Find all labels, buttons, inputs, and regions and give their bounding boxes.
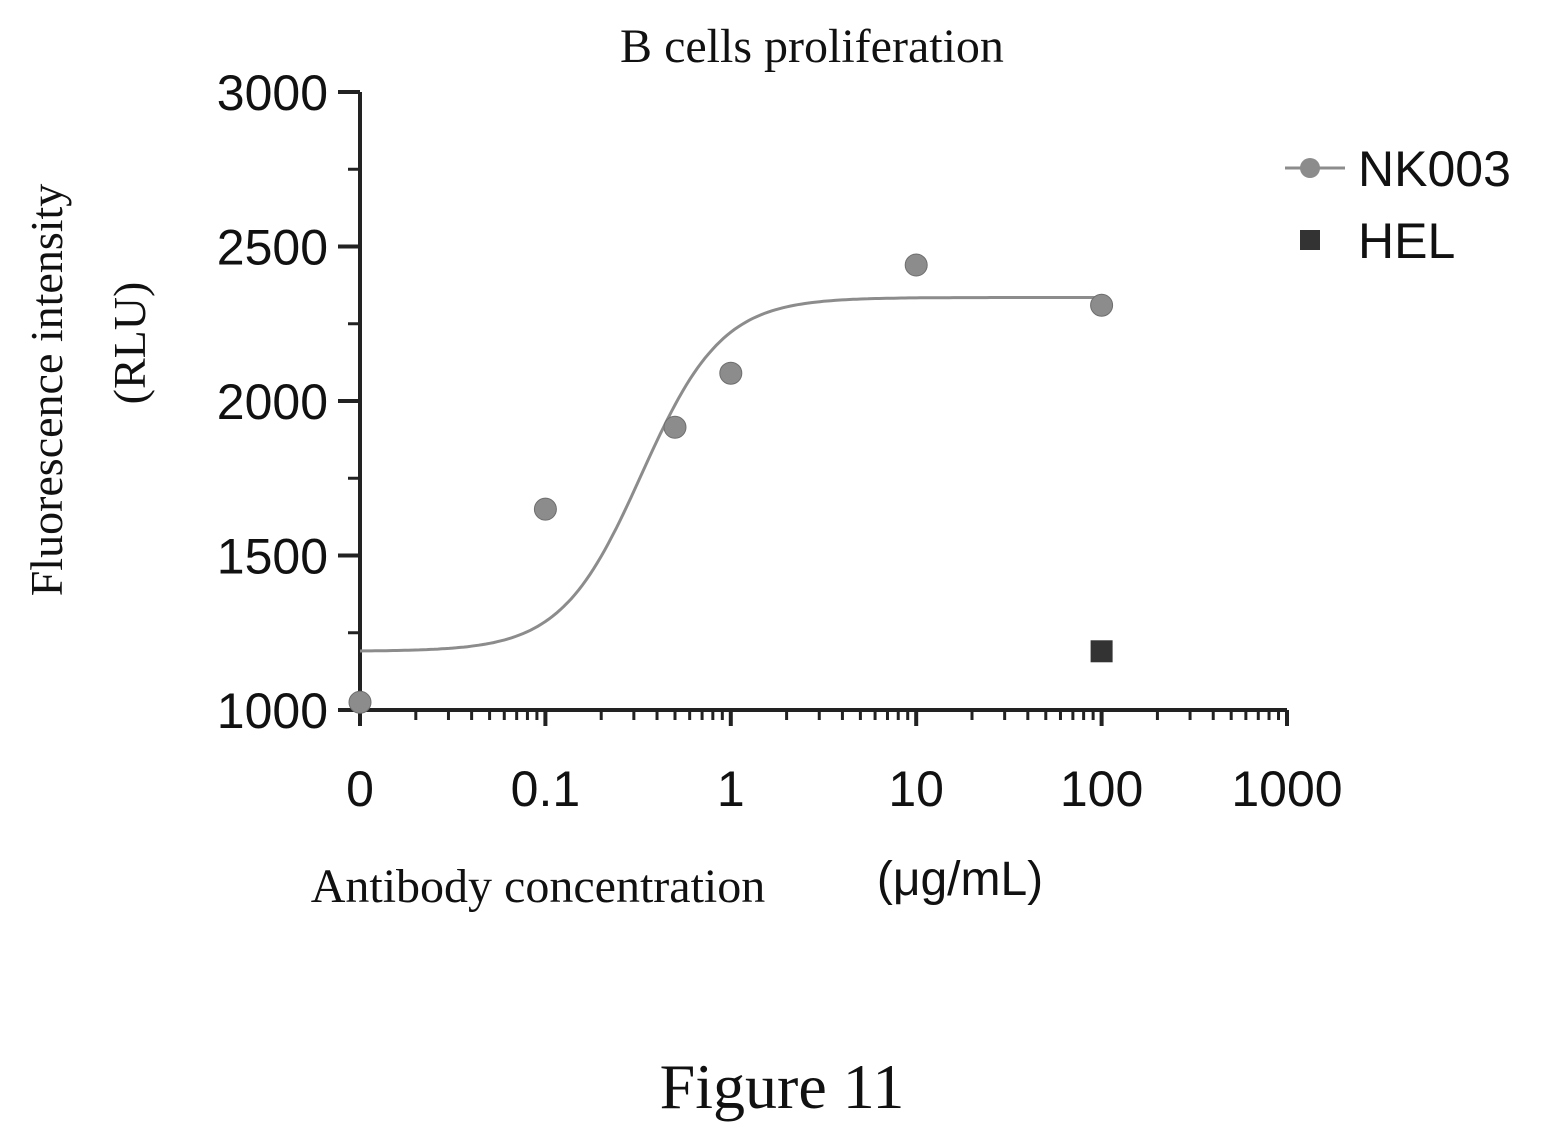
- x-axis-label: Antibody concentration: [311, 860, 766, 913]
- figure-caption: Figure 11: [660, 1051, 905, 1122]
- legend: NK003 HEL: [1285, 141, 1511, 269]
- y-tick-labels: 1000 1500 2000 2500 3000: [217, 65, 328, 739]
- fit-lines: [359, 296, 1102, 653]
- axes: [338, 90, 1289, 726]
- x-tick-label: 10: [888, 761, 944, 817]
- x-axis-unit: (μg/mL): [877, 853, 1043, 906]
- legend-label-nk003: NK003: [1358, 141, 1511, 197]
- data-point-nk003: [663, 415, 687, 439]
- legend-marker-nk003: [1300, 158, 1320, 178]
- legend-marker-hel: [1300, 230, 1320, 250]
- data-point-nk003: [533, 497, 557, 521]
- y-tick-label: 1000: [217, 683, 328, 739]
- x-tick-labels: 0 0.1 1 10 100 1000: [346, 761, 1343, 817]
- data-point-hel: [1090, 640, 1113, 663]
- data-marks: [348, 253, 1114, 714]
- y-tick-label: 1500: [217, 529, 328, 585]
- fit-line-nk003: [359, 296, 1102, 653]
- data-point-nk003: [719, 361, 743, 385]
- x-tick-label: 1: [717, 761, 745, 817]
- data-point-nk003: [904, 253, 928, 277]
- y-tick-label: 2000: [217, 374, 328, 430]
- y-axis-label-line1: Fluorescence intensity: [21, 184, 72, 597]
- x-tick-label: 1000: [1231, 761, 1342, 817]
- x-tick-label: 0: [346, 761, 374, 817]
- y-tick-label: 2500: [217, 220, 328, 276]
- y-tick-label: 3000: [217, 65, 328, 121]
- x-tick-label: 100: [1060, 761, 1143, 817]
- data-point-nk003: [348, 690, 372, 714]
- legend-label-hel: HEL: [1358, 213, 1455, 269]
- y-axis-label-line2: (RLU): [104, 282, 155, 405]
- chart-title: B cells proliferation: [620, 20, 1004, 73]
- data-point-nk003: [1090, 293, 1114, 317]
- x-tick-label: 0.1: [511, 761, 581, 817]
